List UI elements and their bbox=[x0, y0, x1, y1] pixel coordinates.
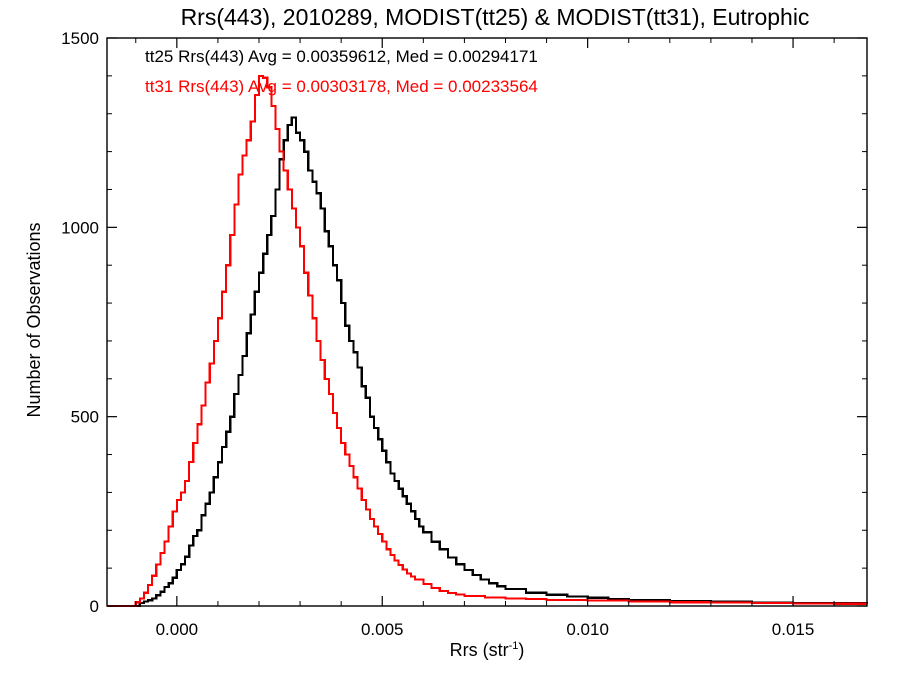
series-tt31-line bbox=[107, 74, 869, 608]
plot-frame bbox=[106, 37, 868, 607]
x-axis-label-close: ) bbox=[518, 640, 524, 660]
x-axis-label-main: Rrs (str bbox=[450, 640, 509, 660]
series-tt25-annotation: tt25 Rrs(443) Avg = 0.00359612, Med = 0.… bbox=[145, 47, 538, 66]
annotation-layer: tt25 Rrs(443) Avg = 0.00359612, Med = 0.… bbox=[145, 47, 538, 96]
y-tick-label-2: 1000 bbox=[61, 218, 99, 237]
x-axis-label-superscript: -1 bbox=[509, 640, 519, 652]
y-tick-label-1: 500 bbox=[71, 408, 99, 427]
x-axis-label: Rrs (str-1) bbox=[450, 640, 525, 660]
x-tick-label-0: 0.000 bbox=[156, 620, 199, 639]
axes-layer: 0 500 1000 1500 0.000 0.005 0.010 0.015 bbox=[61, 29, 868, 639]
series-tt31-annotation: tt31 Rrs(443) Avg = 0.00303178, Med = 0.… bbox=[145, 77, 538, 96]
x-tick-label-1: 0.005 bbox=[361, 620, 404, 639]
x-tick-label-2: 0.010 bbox=[566, 620, 609, 639]
series-tt25-line bbox=[107, 116, 869, 608]
y-tick-label-0: 0 bbox=[90, 597, 99, 616]
x-tick-label-3: 0.015 bbox=[772, 620, 815, 639]
plot-area bbox=[107, 74, 869, 608]
chart-title: Rrs(443), 2010289, MODIST(tt25) & MODIST… bbox=[181, 4, 810, 30]
y-tick-label-3: 1500 bbox=[61, 29, 99, 48]
y-axis-label: Number of Observations bbox=[24, 222, 44, 417]
